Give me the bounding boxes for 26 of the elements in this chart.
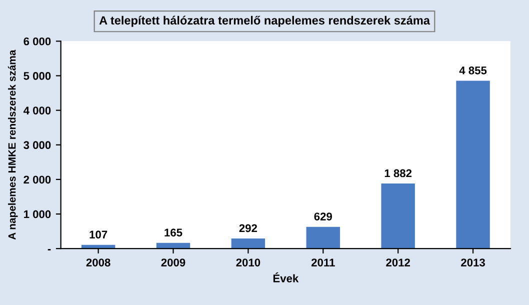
y-axis-title: A napelemes HMKE rendszerek száma [8,50,18,240]
data-label: 165 [164,228,182,237]
y-tick-label: 6 000 [24,37,51,46]
bar [381,184,415,249]
bar [306,226,340,249]
data-label: 629 [314,212,332,220]
bar [231,238,266,249]
y-tick-label: 1 000 [24,210,51,218]
data-label: 107 [90,230,108,239]
y-tick-label: 5 000 [24,72,51,80]
data-label: 292 [239,224,258,232]
y-tick-label: - [48,249,51,250]
y-tick-label: 2 000 [24,176,51,184]
x-tick-label: 2009 [161,258,186,266]
x-tick-label: 2011 [311,258,335,266]
chart-title: A telepített hálózatra termelő napelemes rendszerek száma [99,16,430,27]
x-tick-label: 2010 [236,258,260,266]
y-tick-label: 4 000 [23,106,51,114]
x-tick-label: 2012 [386,258,410,266]
data-label: 4 855 [459,66,487,74]
x-tick-label: 2008 [86,258,110,266]
bar [456,80,490,249]
x-axis-title: Évek [273,272,299,282]
x-tick-label: 2013 [461,258,485,266]
data-label: 1 882 [384,169,412,178]
y-tick-label: 3 000 [24,141,51,150]
